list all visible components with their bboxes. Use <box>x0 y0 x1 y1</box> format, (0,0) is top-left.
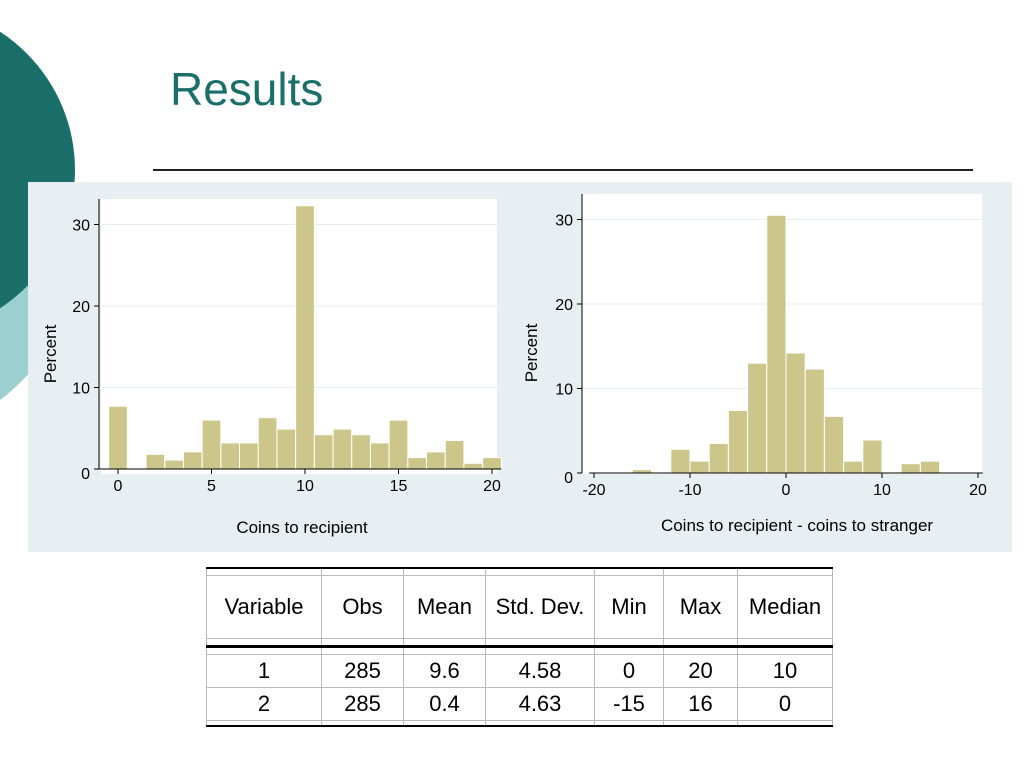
slide-title: Results <box>170 63 324 115</box>
table-cell: 9.6 <box>403 654 486 688</box>
y-tick-label: 0 <box>81 466 90 483</box>
table-cell: 285 <box>321 687 404 721</box>
header-obs: Obs <box>321 575 404 639</box>
x-axis-label: Coins to recipient <box>236 518 368 537</box>
x-axis-label: Coins to recipient - coins to stranger <box>661 516 933 535</box>
histogram-bar <box>708 442 729 474</box>
histogram-bar <box>145 453 166 470</box>
histogram-bar <box>900 463 921 474</box>
axes <box>98 199 502 470</box>
chart2-svg: 0 10 20 30 -20 -10 0 10 20 Coins to recipient - … <box>522 194 987 535</box>
table-cell: -15 <box>594 687 664 721</box>
y-tick-label: 0 <box>564 470 573 487</box>
header-min: Min <box>594 575 664 639</box>
y-axis-label: Percent <box>522 323 541 382</box>
x-tick-label: -10 <box>678 482 701 499</box>
histogram-bar <box>388 419 409 470</box>
histogram-bar <box>201 419 222 470</box>
header-variable: Variable <box>206 575 322 639</box>
x-tick-label: 10 <box>296 478 314 495</box>
table-cell: 0 <box>594 654 664 688</box>
histogram-bar <box>239 442 259 470</box>
histogram-bar <box>164 459 184 470</box>
histogram-bar <box>276 428 297 470</box>
title-divider <box>153 169 973 171</box>
header-max: Max <box>663 575 738 639</box>
y-tick-label: 20 <box>72 299 90 316</box>
histogram-bar <box>785 352 806 474</box>
histogram-bar <box>631 469 653 474</box>
histogram-bar <box>407 457 428 470</box>
x-tick-label: -20 <box>582 482 605 499</box>
header-mean: Mean <box>403 575 486 639</box>
y-tick-label: 10 <box>72 381 90 398</box>
histogram-bar <box>220 442 241 470</box>
table-cell: 0.4 <box>403 687 486 721</box>
histogram-bar <box>295 205 315 470</box>
y-axis-label: Percent <box>41 324 60 383</box>
histogram-bar <box>369 442 390 470</box>
table-row: 2 285 0.4 4.63 -15 16 0 <box>206 687 833 721</box>
histogram-bar <box>444 439 465 470</box>
histogram-bar <box>463 462 484 470</box>
histogram-coins-to-recipient: 0 10 20 30 0 5 10 15 20 Coins to recipient Perce… <box>28 182 518 557</box>
histogram-bar <box>804 368 825 474</box>
histogram-bar <box>313 434 334 470</box>
summary-statistics-table: Variable Obs Mean Std. Dev. Min Max Medi… <box>206 567 833 727</box>
table-cell: 20 <box>663 654 738 688</box>
x-tick-label: 15 <box>390 478 408 495</box>
table-cell: 2 <box>206 687 322 721</box>
histogram-bar <box>351 434 371 470</box>
y-tick-label: 30 <box>72 218 90 235</box>
table-cell: 0 <box>737 687 833 721</box>
histogram-bar <box>426 451 446 470</box>
histogram-bar <box>689 460 710 474</box>
histogram-bar <box>482 457 502 470</box>
ticks: 0 10 20 30 0 5 10 15 20 <box>72 218 501 496</box>
histogram-bar <box>670 448 691 474</box>
histogram-bar <box>823 415 845 474</box>
table-cell: 1 <box>206 654 322 688</box>
ticks: 0 10 20 30 -20 -10 0 10 20 <box>555 213 987 500</box>
histogram-bar <box>108 405 128 470</box>
histogram-bar <box>843 460 864 474</box>
histogram-bar <box>766 214 787 474</box>
header-std-dev: Std. Dev. <box>485 575 595 639</box>
y-tick-label: 20 <box>555 297 573 314</box>
histogram-bar <box>747 362 768 474</box>
histogram-bar <box>727 409 749 474</box>
x-tick-label: 0 <box>782 482 791 499</box>
histogram-coins-difference: 0 10 20 30 -20 -10 0 10 20 Coins to recipient - … <box>508 182 1012 557</box>
x-tick-label: 0 <box>114 478 123 495</box>
table-cell: 4.63 <box>485 687 595 721</box>
x-tick-label: 5 <box>207 478 216 495</box>
y-tick-label: 10 <box>555 382 573 399</box>
table-row: 1 285 9.6 4.58 0 20 10 <box>206 654 833 688</box>
table-cell: 4.58 <box>485 654 595 688</box>
histogram-bar <box>862 439 883 474</box>
table-cell: 16 <box>663 687 738 721</box>
header-median: Median <box>737 575 833 639</box>
histogram-bar <box>257 417 278 470</box>
histogram-bar <box>182 451 203 470</box>
y-tick-label: 30 <box>555 213 573 230</box>
x-tick-label: 10 <box>873 482 891 499</box>
x-tick-label: 20 <box>969 482 987 499</box>
histogram-bar <box>332 428 353 470</box>
x-tick-label: 20 <box>483 478 501 495</box>
chart1-svg: 0 10 20 30 0 5 10 15 20 Coins to recipient Perce… <box>41 199 502 537</box>
table-cell: 10 <box>737 654 833 688</box>
histogram-bar <box>919 460 941 474</box>
table-cell: 285 <box>321 654 404 688</box>
